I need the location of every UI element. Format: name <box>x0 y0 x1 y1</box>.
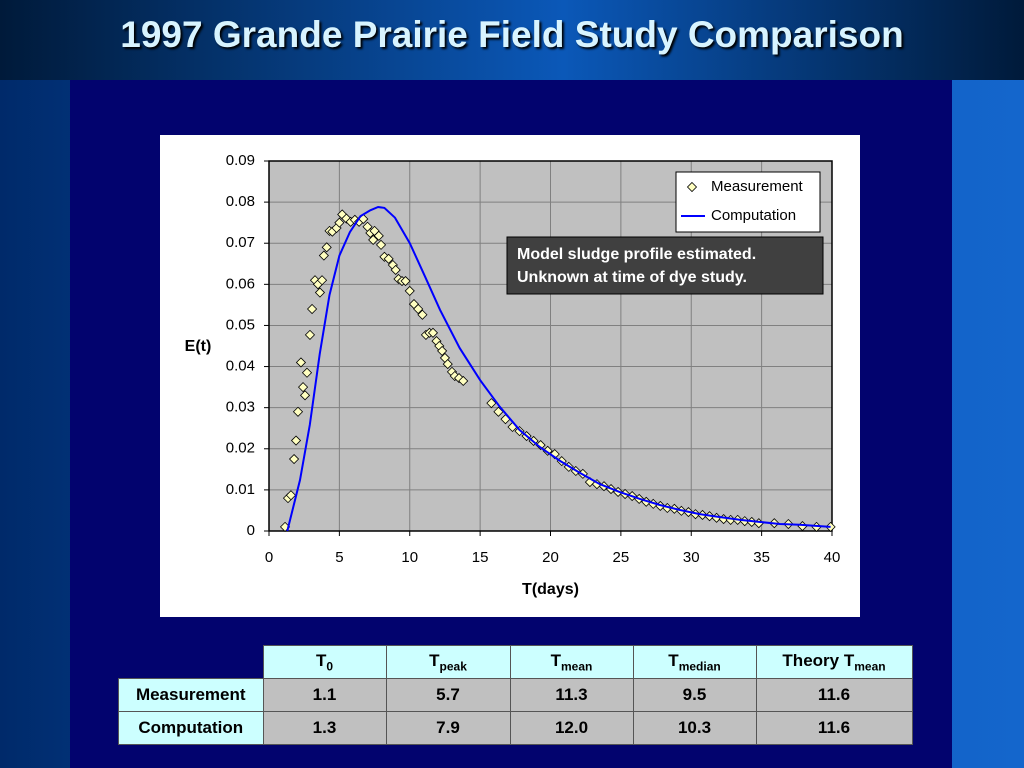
data-point <box>413 303 424 315</box>
header-main: Theory T <box>782 650 855 670</box>
data-point <box>307 303 318 315</box>
x-tick-label: 0 <box>265 549 273 566</box>
data-point <box>304 329 316 340</box>
x-tick-label: 40 <box>824 549 841 566</box>
data-point <box>375 239 387 250</box>
y-tick-label: 0 <box>247 522 255 539</box>
title-bar <box>0 0 1024 80</box>
header-sub: 0 <box>326 659 334 674</box>
data-point <box>290 435 302 446</box>
column-header: Tmean <box>509 645 634 679</box>
data-point <box>486 398 497 409</box>
data-line <box>286 205 831 532</box>
table-cell: 10.3 <box>632 711 757 745</box>
header-sub: peak <box>439 659 467 674</box>
y-tick-label: 0.01 <box>226 481 255 498</box>
table-row: Computation 1.3 7.9 12.0 10.3 11.6 <box>118 711 913 745</box>
y-tick-label: 0.04 <box>226 358 255 375</box>
annotation: Unknown at time of dye study. <box>517 269 747 286</box>
data-point <box>301 367 313 378</box>
column-header: Theory Tmean <box>755 645 913 679</box>
table-cell: 11.6 <box>755 678 913 712</box>
data-point <box>383 253 394 264</box>
x-tick-label: 10 <box>401 549 418 566</box>
data-point <box>493 406 504 417</box>
data-point <box>285 490 297 501</box>
header-sub: mean <box>561 659 593 674</box>
data-point <box>314 287 326 298</box>
x-tick-label: 30 <box>683 549 700 566</box>
data-point <box>288 453 300 465</box>
data-point <box>390 264 401 276</box>
y-tick-label: 0.07 <box>226 234 255 251</box>
y-tick-label: 0.02 <box>226 440 255 457</box>
x-tick-label: 15 <box>472 549 489 566</box>
header-main: T <box>668 650 679 670</box>
y-tick-label: 0.06 <box>226 275 255 292</box>
x-tick-label: 5 <box>335 549 343 566</box>
data-point <box>316 275 328 286</box>
data-point <box>373 230 384 241</box>
row-header: Measurement <box>118 678 264 712</box>
column-header: T0 <box>262 645 387 679</box>
header-sub: median <box>678 659 721 674</box>
y-tick-label: 0.08 <box>226 193 255 210</box>
table-corner <box>119 646 264 679</box>
data-point <box>404 285 415 296</box>
data-point <box>535 440 546 451</box>
data-point <box>427 327 439 338</box>
column-header: Tpeak <box>385 645 511 679</box>
annotation-box <box>506 236 824 295</box>
header-main: T <box>550 650 562 670</box>
x-axis-label: T(days) <box>522 581 579 598</box>
table-row: Measurement 1.1 5.7 11.3 9.5 11.6 <box>118 678 913 712</box>
header-main: T <box>315 650 327 670</box>
table-cell: 1.3 <box>262 711 387 745</box>
header-main: T <box>429 650 440 670</box>
legend-marker <box>686 181 698 193</box>
y-tick-label: 0.05 <box>226 316 255 333</box>
comparison-table: T0 Tpeak Tmean Tmedian Theory Tmean Measureme… <box>118 645 913 745</box>
annotation: Model sludge profile estimated. <box>517 246 756 263</box>
legend-label: Measurement <box>711 178 804 195</box>
table-cell: 12.0 <box>509 711 634 745</box>
row-header: Computation <box>118 711 264 745</box>
data-point <box>437 345 448 356</box>
data-point <box>292 406 304 417</box>
data-point <box>334 217 345 228</box>
data-point <box>321 242 332 253</box>
data-point <box>297 382 309 393</box>
x-tick-label: 25 <box>613 549 630 566</box>
y-tick-label: 0.09 <box>226 152 255 169</box>
data-point <box>299 390 311 401</box>
plot-border <box>268 160 833 532</box>
table-cell: 11.6 <box>755 711 913 745</box>
table-cell: 5.7 <box>385 678 511 712</box>
table-cell: 9.5 <box>632 678 757 712</box>
table-header-row: T0 Tpeak Tmean Tmedian Theory Tmean <box>119 645 913 679</box>
data-point <box>368 234 379 245</box>
x-tick-label: 20 <box>542 549 559 566</box>
data-point <box>400 275 411 287</box>
data-point <box>458 375 469 387</box>
legend-label: Computation <box>711 207 796 224</box>
legend <box>675 171 821 233</box>
data-point <box>442 359 453 370</box>
column-header: Tmedian <box>632 645 757 679</box>
table-cell: 7.9 <box>385 711 511 745</box>
header-sub: mean <box>854 659 886 674</box>
data-point <box>417 309 428 320</box>
data-point <box>318 250 329 261</box>
table-cell: 11.3 <box>509 678 634 712</box>
x-tick-label: 35 <box>753 549 770 566</box>
data-point <box>295 357 307 368</box>
y-axis-label: E(t) <box>185 338 212 355</box>
table-cell: 1.1 <box>262 678 387 712</box>
y-tick-label: 0.03 <box>226 399 255 416</box>
slide-title: 1997 Grande Prairie Field Study Comparis… <box>120 14 904 55</box>
